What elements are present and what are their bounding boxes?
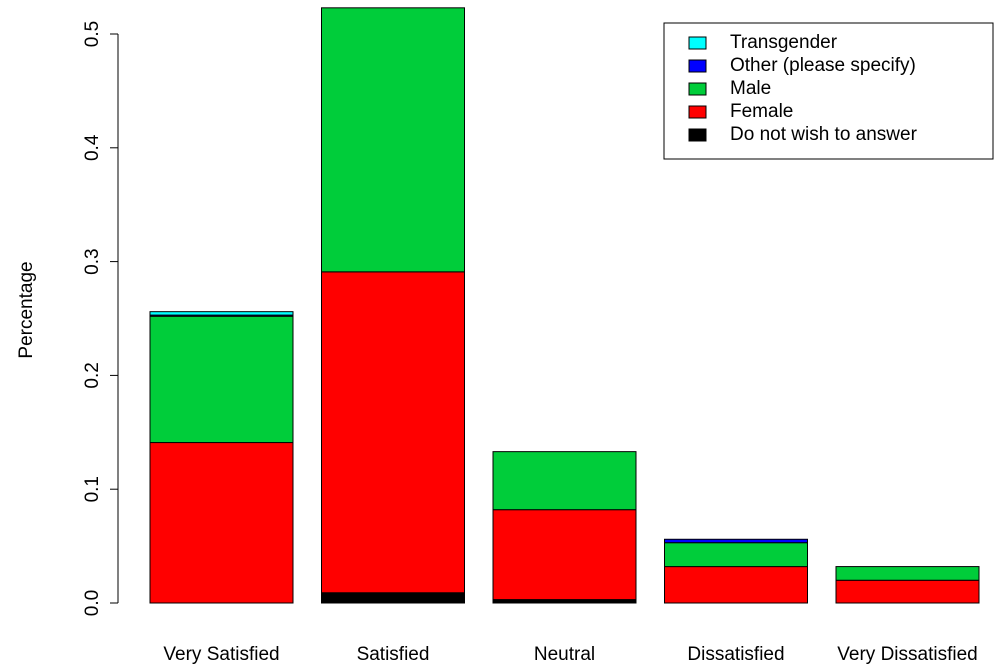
x-tick-label: Neutral (534, 644, 595, 664)
y-tick-label: 0.0 (82, 590, 103, 616)
legend-label: Do not wish to answer (730, 124, 918, 145)
y-tick-label: 0.4 (82, 134, 103, 161)
bar-segment (664, 566, 808, 604)
bar-segment (321, 592, 465, 604)
bar-segment (835, 579, 980, 604)
legend-swatch (688, 82, 707, 96)
bar-segment (321, 271, 465, 594)
bar-stack (492, 451, 637, 604)
bar-stack (664, 538, 808, 604)
y-tick-label: 0.2 (82, 362, 103, 388)
bar-segment (149, 311, 294, 316)
legend-label: Other (please specify) (730, 55, 916, 76)
legend-swatch (688, 128, 707, 142)
y-tick-label: 0.1 (82, 476, 103, 502)
y-tick-label: 0.3 (82, 248, 103, 274)
bar-segment (664, 538, 808, 544)
bar-segment (492, 509, 637, 601)
bar-stack (321, 7, 465, 604)
x-tick-label: Dissatisfied (687, 644, 784, 664)
legend-swatch (688, 105, 707, 119)
bars (149, 7, 980, 604)
y-tick-label: 0.5 (82, 21, 103, 47)
bar-segment (321, 7, 465, 273)
bar-segment (149, 315, 294, 444)
y-axis-title: Percentage (16, 261, 37, 358)
legend-label: Male (730, 78, 771, 99)
bar-segment (664, 542, 808, 568)
legend-swatch (688, 59, 707, 73)
x-tick-label: Satisfied (357, 644, 430, 664)
x-tick-label: Very Dissatisfied (837, 644, 977, 664)
y-axis: 0.0 0.1 0.2 0.3 0.4 0.5 (82, 21, 119, 616)
bar-segment (149, 442, 294, 604)
bar-segment (835, 566, 980, 581)
bar-segment (492, 451, 637, 511)
legend-label: Female (730, 101, 793, 122)
x-axis-labels: Very Satisfied Satisfied Neutral Dissatisfi… (163, 644, 977, 664)
legend-label: Transgender (730, 32, 838, 53)
x-tick-label: Very Satisfied (163, 644, 279, 664)
bar-stack (149, 311, 294, 604)
legend-swatch (688, 36, 707, 50)
bar-segment (492, 599, 637, 604)
bar-stack (835, 566, 980, 604)
legend-box (663, 22, 994, 160)
